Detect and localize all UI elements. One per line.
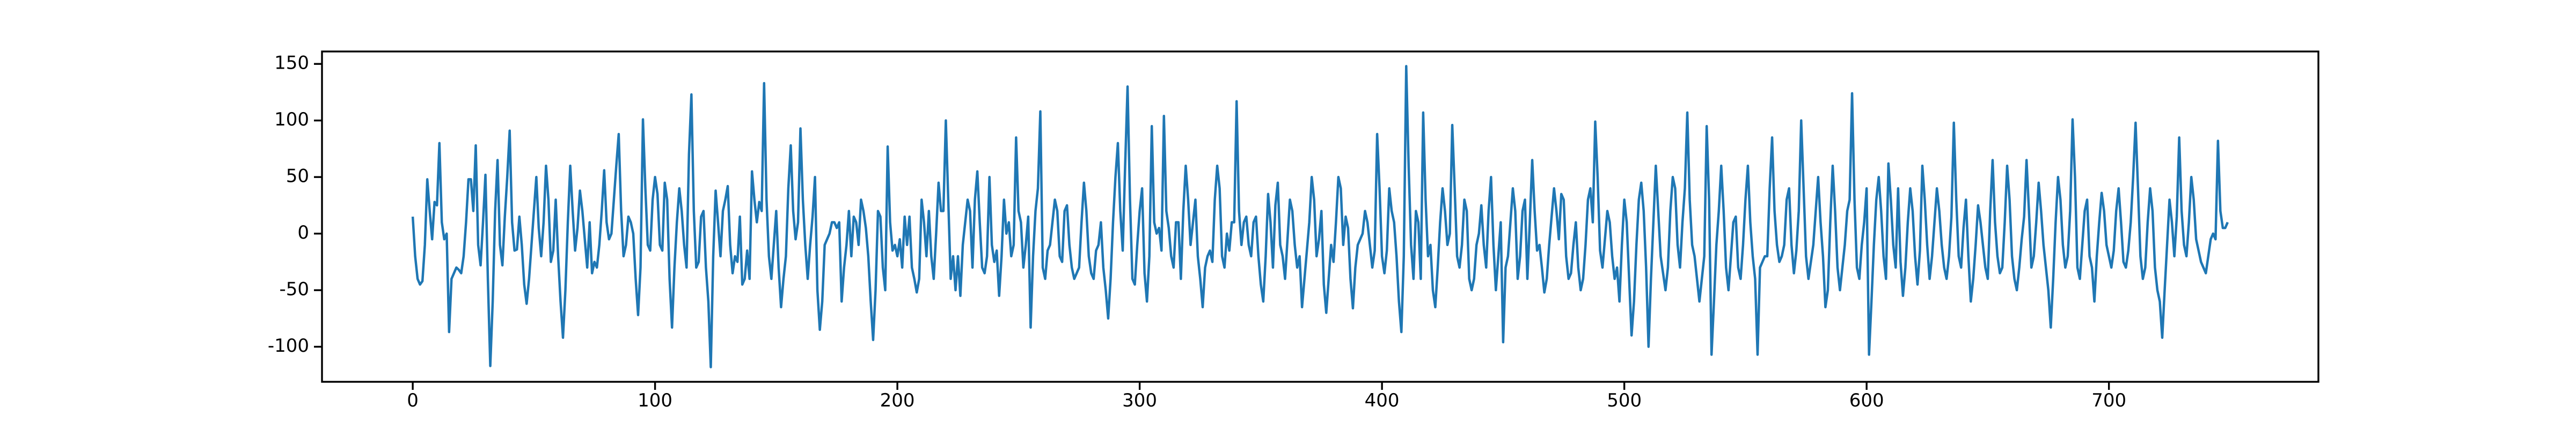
y-tick-label: 50 (286, 166, 309, 187)
x-tick-label: 500 (1607, 390, 1642, 411)
y-tick-label: -100 (268, 335, 309, 357)
x-tick-label: 300 (1122, 390, 1157, 411)
data-line (411, 65, 2229, 368)
x-tick-label: 400 (1365, 390, 1400, 411)
plot-frame (321, 50, 2319, 383)
x-tick-label: 0 (407, 390, 419, 411)
x-tick-label: 200 (880, 390, 915, 411)
y-tick-label: 100 (274, 109, 309, 130)
y-tick-label: 0 (297, 222, 309, 243)
x-tick-label: 100 (638, 390, 672, 411)
x-tick-label: 600 (1849, 390, 1884, 411)
y-tick-label: 150 (274, 53, 309, 74)
x-tick-label: 700 (2091, 390, 2126, 411)
y-tick-label: -50 (279, 279, 309, 300)
